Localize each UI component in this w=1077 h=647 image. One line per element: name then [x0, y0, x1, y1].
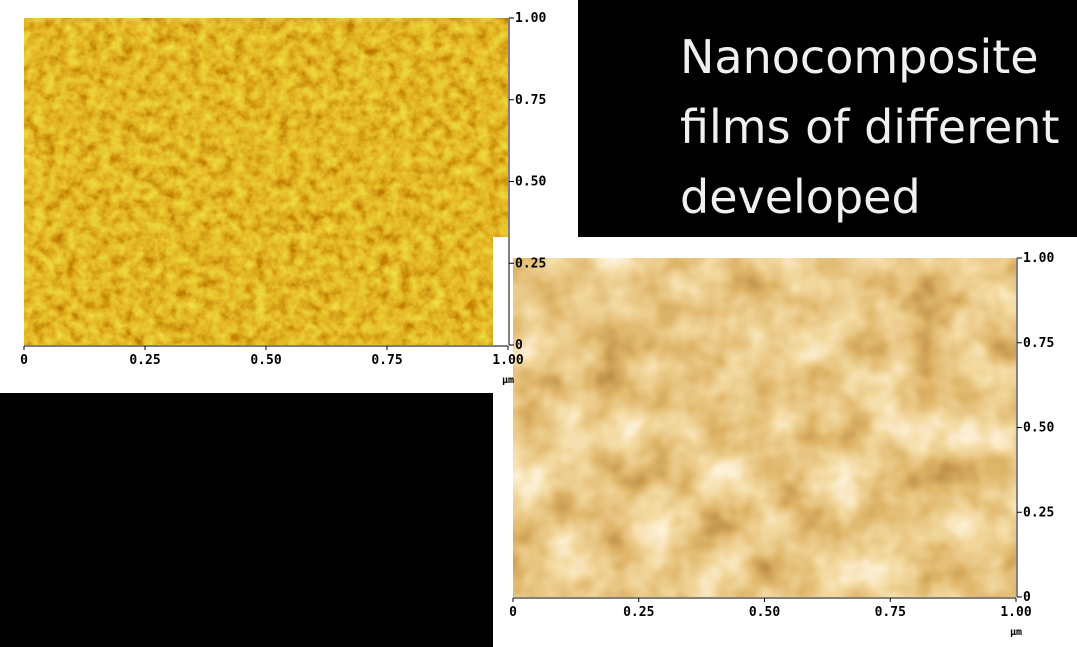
x-tick-label: 0.75	[875, 605, 906, 620]
unit-label: μm	[502, 375, 514, 386]
x-tick-label: 1.00	[492, 353, 523, 368]
y-tick-label: 0.50	[1023, 421, 1054, 436]
unit-label: μm	[1010, 627, 1022, 638]
y-tick-label: 0	[1023, 590, 1031, 605]
x-tick-label: 0	[20, 353, 28, 368]
x-tick-label: 0.50	[250, 353, 281, 368]
y-tick-label: 0.25	[515, 256, 546, 271]
y-tick-label: 1.00	[1023, 251, 1054, 266]
y-tick-label: 0.75	[1023, 336, 1054, 351]
afm-image	[24, 18, 508, 345]
x-tick-label: 0.50	[749, 605, 780, 620]
y-tick-label: 0.50	[515, 175, 546, 190]
slide: Nanocomposite films of different develop…	[0, 0, 1077, 647]
x-tick-label: 0	[509, 605, 517, 620]
x-tick-label: 0.75	[371, 353, 402, 368]
y-tick-label: 0	[515, 338, 523, 353]
x-tick-label: 1.00	[1000, 605, 1031, 620]
x-tick-label: 0.25	[129, 353, 160, 368]
y-tick-label: 0.25	[1023, 505, 1054, 520]
y-tick-label: 1.00	[515, 11, 546, 26]
y-tick-label: 0.75	[515, 93, 546, 108]
afm-image	[513, 258, 1016, 597]
afm-images: 00.250.500.751.0000.250.500.751.00μm00.2…	[0, 0, 1077, 647]
x-tick-label: 0.25	[623, 605, 654, 620]
